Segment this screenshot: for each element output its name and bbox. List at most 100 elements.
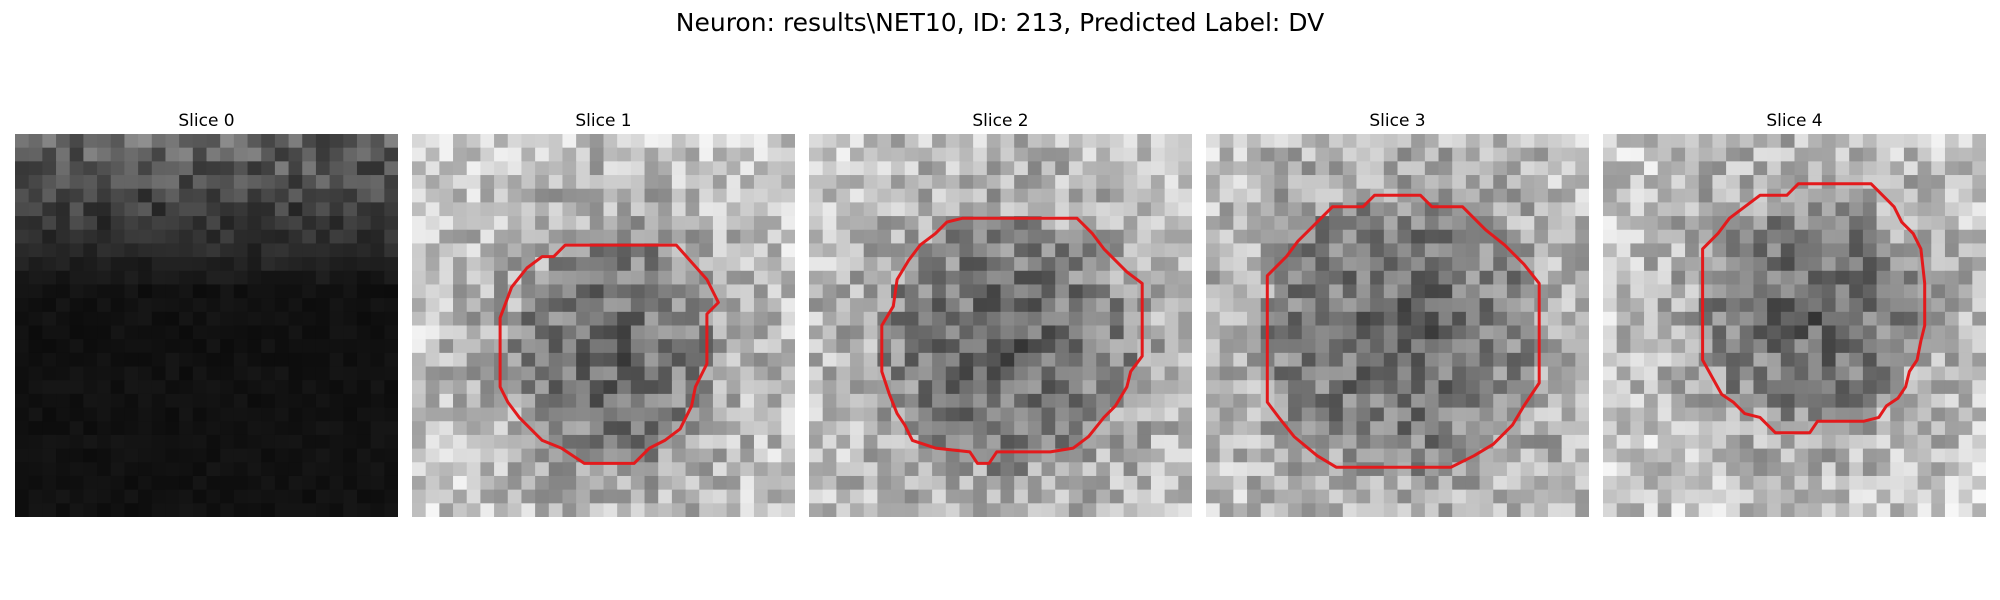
pixel bbox=[1794, 366, 1809, 381]
pixel bbox=[83, 216, 98, 231]
pixel bbox=[179, 298, 194, 313]
pixel bbox=[1370, 257, 1385, 272]
pixel bbox=[781, 243, 795, 258]
pixel bbox=[233, 339, 249, 354]
pixel bbox=[712, 175, 728, 190]
pixel bbox=[1014, 284, 1029, 299]
pixel bbox=[370, 352, 385, 368]
pixel bbox=[329, 475, 344, 491]
pixel bbox=[877, 202, 892, 217]
pixel bbox=[1726, 270, 1741, 286]
pixel bbox=[329, 257, 344, 272]
pixel bbox=[1315, 434, 1330, 450]
pixel bbox=[1794, 393, 1809, 409]
pixel bbox=[753, 503, 769, 517]
pixel bbox=[576, 475, 591, 491]
pixel bbox=[466, 434, 481, 450]
pixel bbox=[1493, 475, 1508, 491]
pixel bbox=[261, 448, 276, 463]
pixel bbox=[1506, 243, 1522, 258]
pixel bbox=[480, 257, 495, 272]
pixel bbox=[42, 462, 57, 477]
pixel bbox=[69, 475, 84, 491]
pixel bbox=[507, 503, 523, 517]
pixel bbox=[1767, 475, 1782, 491]
pixel bbox=[1342, 243, 1358, 258]
pixel bbox=[1370, 325, 1385, 340]
pixel bbox=[1438, 161, 1453, 176]
pixel bbox=[1972, 475, 1986, 491]
pixel bbox=[822, 366, 837, 381]
pixel bbox=[1342, 503, 1358, 517]
pixel bbox=[1630, 216, 1645, 231]
pixel bbox=[1821, 188, 1837, 203]
pixel bbox=[726, 188, 741, 203]
pixel bbox=[685, 434, 700, 450]
pixel bbox=[315, 243, 331, 258]
slice-image-0 bbox=[15, 134, 398, 517]
pixel bbox=[1479, 475, 1494, 491]
pixel bbox=[521, 161, 536, 176]
pixel bbox=[288, 448, 303, 463]
pixel bbox=[110, 434, 126, 450]
pixel bbox=[15, 352, 30, 368]
pixel bbox=[1753, 325, 1768, 340]
pixel bbox=[1739, 503, 1755, 517]
pixel bbox=[56, 188, 71, 203]
pixel bbox=[1712, 434, 1727, 450]
pixel bbox=[1329, 134, 1344, 149]
pixel bbox=[179, 134, 194, 149]
pixel bbox=[1055, 434, 1070, 450]
pixel bbox=[753, 188, 769, 203]
pixel bbox=[850, 229, 865, 245]
pixel bbox=[412, 503, 427, 517]
pixel bbox=[1041, 134, 1056, 149]
pixel bbox=[576, 284, 591, 299]
pixel bbox=[712, 448, 728, 463]
pixel bbox=[1342, 462, 1358, 477]
pixel bbox=[1479, 366, 1494, 381]
pixel bbox=[1370, 134, 1385, 149]
pixel bbox=[1000, 475, 1015, 491]
pixel bbox=[179, 393, 194, 409]
pixel bbox=[1411, 339, 1426, 354]
pixel bbox=[412, 257, 427, 272]
pixel bbox=[1233, 325, 1248, 340]
pixel bbox=[1644, 270, 1659, 286]
pixel bbox=[521, 475, 536, 491]
pixel bbox=[932, 175, 947, 190]
pixel bbox=[1657, 147, 1672, 162]
pixel bbox=[1644, 407, 1659, 422]
pixel bbox=[1849, 229, 1864, 245]
pixel bbox=[1903, 339, 1919, 354]
pixel bbox=[630, 503, 646, 517]
pixel bbox=[1233, 270, 1248, 286]
pixel bbox=[1630, 407, 1645, 422]
pixel bbox=[726, 284, 741, 299]
pixel bbox=[1698, 339, 1714, 354]
pixel bbox=[1685, 339, 1700, 354]
pixel bbox=[192, 462, 208, 477]
pixel bbox=[904, 229, 920, 245]
pixel bbox=[603, 311, 618, 327]
pixel bbox=[1616, 434, 1631, 450]
pixel bbox=[1575, 434, 1589, 450]
pixel bbox=[781, 175, 795, 190]
pixel bbox=[1479, 161, 1494, 176]
pixel bbox=[891, 475, 906, 491]
pixel bbox=[1862, 366, 1878, 381]
pixel bbox=[274, 393, 290, 409]
pixel bbox=[671, 284, 687, 299]
pixel bbox=[1342, 407, 1358, 422]
pixel bbox=[1219, 202, 1234, 217]
pixel bbox=[850, 503, 865, 517]
pixel bbox=[56, 393, 71, 409]
pixel bbox=[535, 202, 550, 217]
pixel bbox=[562, 503, 577, 517]
pixel bbox=[247, 352, 262, 368]
pixel bbox=[576, 489, 591, 504]
pixel bbox=[945, 503, 961, 517]
pixel bbox=[1698, 325, 1714, 340]
pixel bbox=[1233, 134, 1248, 149]
pixel bbox=[1164, 243, 1179, 258]
